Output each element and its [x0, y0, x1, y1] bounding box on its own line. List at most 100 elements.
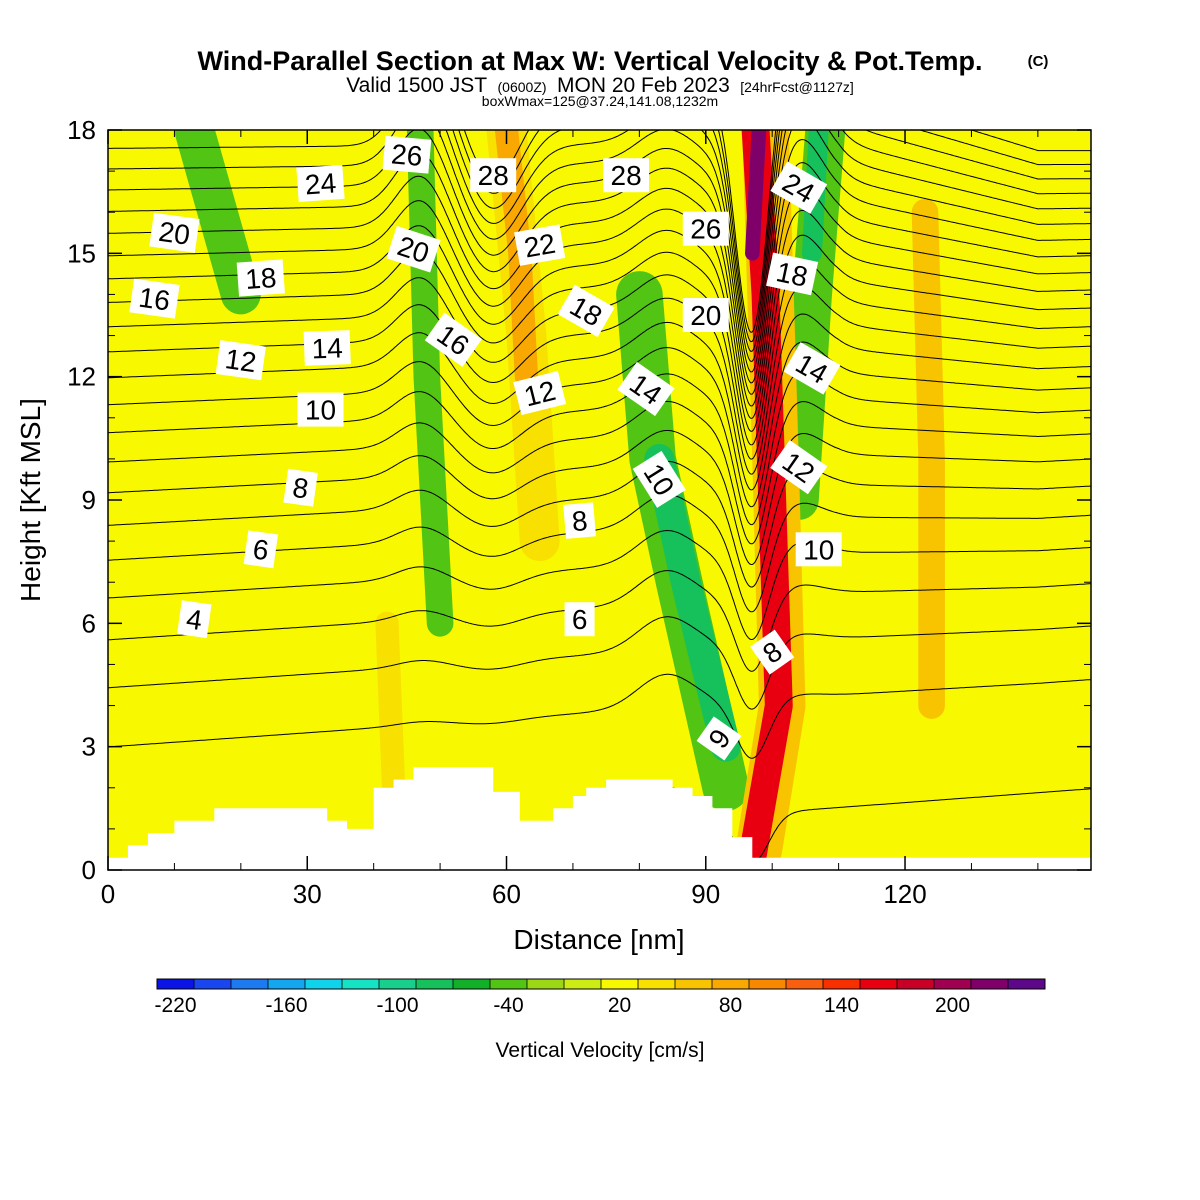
contour-label: 26: [682, 211, 729, 246]
colorbar-swatch: [564, 979, 602, 989]
updraft-band: [745, 130, 767, 261]
contour-label: 10: [297, 392, 344, 427]
contour-label: 14: [303, 330, 351, 366]
updraft-band: [375, 611, 406, 800]
colorbar-swatch: [1008, 979, 1046, 989]
y-tick-label: 15: [67, 238, 96, 268]
axes: 0 30 60 90 120 0 3 6 9 12 15 18: [67, 115, 1091, 909]
colorbar-swatch: [453, 979, 491, 989]
chart-subtitle: Valid 1500 JST (0600Z) MON 20 Feb 2023 […: [346, 74, 854, 97]
contour-label: 20: [149, 212, 200, 253]
contour-label-box: [783, 342, 841, 395]
isentrope-line: [108, 341, 1091, 508]
y-tick-label: 9: [82, 485, 96, 515]
contour-label-box: [215, 340, 266, 381]
y-tick-label: 3: [82, 732, 96, 762]
contour-label-box: [696, 716, 742, 761]
y-tick-label: 12: [67, 362, 96, 392]
contour-label-box: [682, 211, 729, 246]
isentrope-line: [108, 130, 1091, 384]
contour-label: 28: [603, 158, 650, 193]
contour-label-text: 4: [184, 603, 204, 636]
colorbar-swatch: [860, 979, 898, 989]
contour-label: 18: [236, 259, 285, 297]
colorbar-tick-label: -40: [493, 994, 523, 1017]
forecast-info: [24hrFcst@1127z]: [740, 79, 854, 95]
isentrope-line: [108, 185, 1091, 419]
contour-label-box: [617, 361, 675, 417]
y-tick-label: 0: [82, 855, 96, 885]
contour-label-text: 12: [223, 343, 258, 378]
isentrope-line: [108, 130, 1091, 363]
x-axis-title: Distance [nm]: [513, 924, 684, 955]
contour-label-box: [297, 392, 344, 427]
contour-label: 6: [243, 530, 279, 569]
contour-label-box: [632, 450, 686, 508]
contour-label-text: 6: [572, 604, 588, 635]
contour-label-box: [283, 468, 318, 507]
colorbar-swatch: [194, 979, 232, 989]
contour-label-box: [563, 502, 597, 539]
contour-label-box: [513, 371, 567, 416]
contour-label: 24: [296, 164, 345, 202]
contour-label-box: [603, 158, 650, 193]
colorbar-tick-label: 200: [935, 994, 970, 1017]
colorbar-tick-label: 140: [824, 994, 859, 1017]
contour-label: 12: [513, 371, 567, 416]
colorbar-swatch: [527, 979, 565, 989]
contour-label-box: [750, 629, 795, 675]
valid-date: MON 20 Feb 2023: [557, 74, 730, 97]
contour-label-box: [514, 224, 566, 266]
colorbar-swatch: [971, 979, 1009, 989]
contour-label: 9: [696, 716, 742, 761]
contour-label-text: 8: [291, 472, 311, 505]
contour-label: 8: [750, 629, 795, 675]
colorbar-swatch: [897, 979, 935, 989]
contour-label-text: 28: [478, 160, 509, 191]
x-tick-label: 0: [101, 879, 115, 909]
contour-label: 20: [682, 298, 729, 332]
downdraft-band: [174, 130, 261, 315]
contour-label-box: [766, 252, 819, 296]
contour-label-text: 22: [522, 228, 558, 264]
valid-time: Valid 1500 JST: [346, 74, 487, 97]
contour-label-box: [129, 278, 180, 319]
colorbar-swatch: [712, 979, 750, 989]
contour-label-box: [236, 259, 285, 297]
contour-label-text: 14: [311, 332, 343, 364]
isentrope-line: [108, 616, 1091, 710]
terrain-profile: [108, 767, 1091, 870]
colorbar-swatch: [823, 979, 861, 989]
y-axis-title: Height [Kft MSL]: [15, 398, 46, 602]
isentrope-line: [452, 130, 1091, 352]
contour-label-box: [795, 532, 842, 567]
isentrope-line: [108, 313, 1091, 491]
contour-label: 28: [470, 158, 517, 193]
x-tick-label: 90: [691, 879, 720, 909]
isentrope-line: [108, 673, 1091, 759]
contour-label-text: 10: [305, 395, 336, 426]
contour-label-box: [243, 530, 279, 569]
contour-label-box: [149, 212, 200, 253]
colorbar-swatch: [268, 979, 306, 989]
colorbar-swatch: [490, 979, 528, 989]
contour-label-text: 12: [521, 375, 559, 413]
contour-label-box: [382, 135, 432, 174]
contour-label-box: [424, 312, 482, 367]
contour-label-text: 10: [803, 534, 834, 565]
colorbar-tick-label: -220: [154, 994, 196, 1017]
colorbar-title: Vertical Velocity [cm/s]: [496, 1039, 705, 1062]
isentrope-line: [458, 130, 1091, 343]
colorbar-swatch: [786, 979, 824, 989]
contour-label: 20: [386, 225, 441, 273]
contour-label-box: [770, 161, 828, 214]
copyright-mark: (C): [1028, 53, 1049, 70]
updraft-band: [738, 130, 793, 870]
colorbar-swatch: [675, 979, 713, 989]
contour-label-text: 8: [571, 505, 589, 537]
x-tick-label: 30: [293, 879, 322, 909]
